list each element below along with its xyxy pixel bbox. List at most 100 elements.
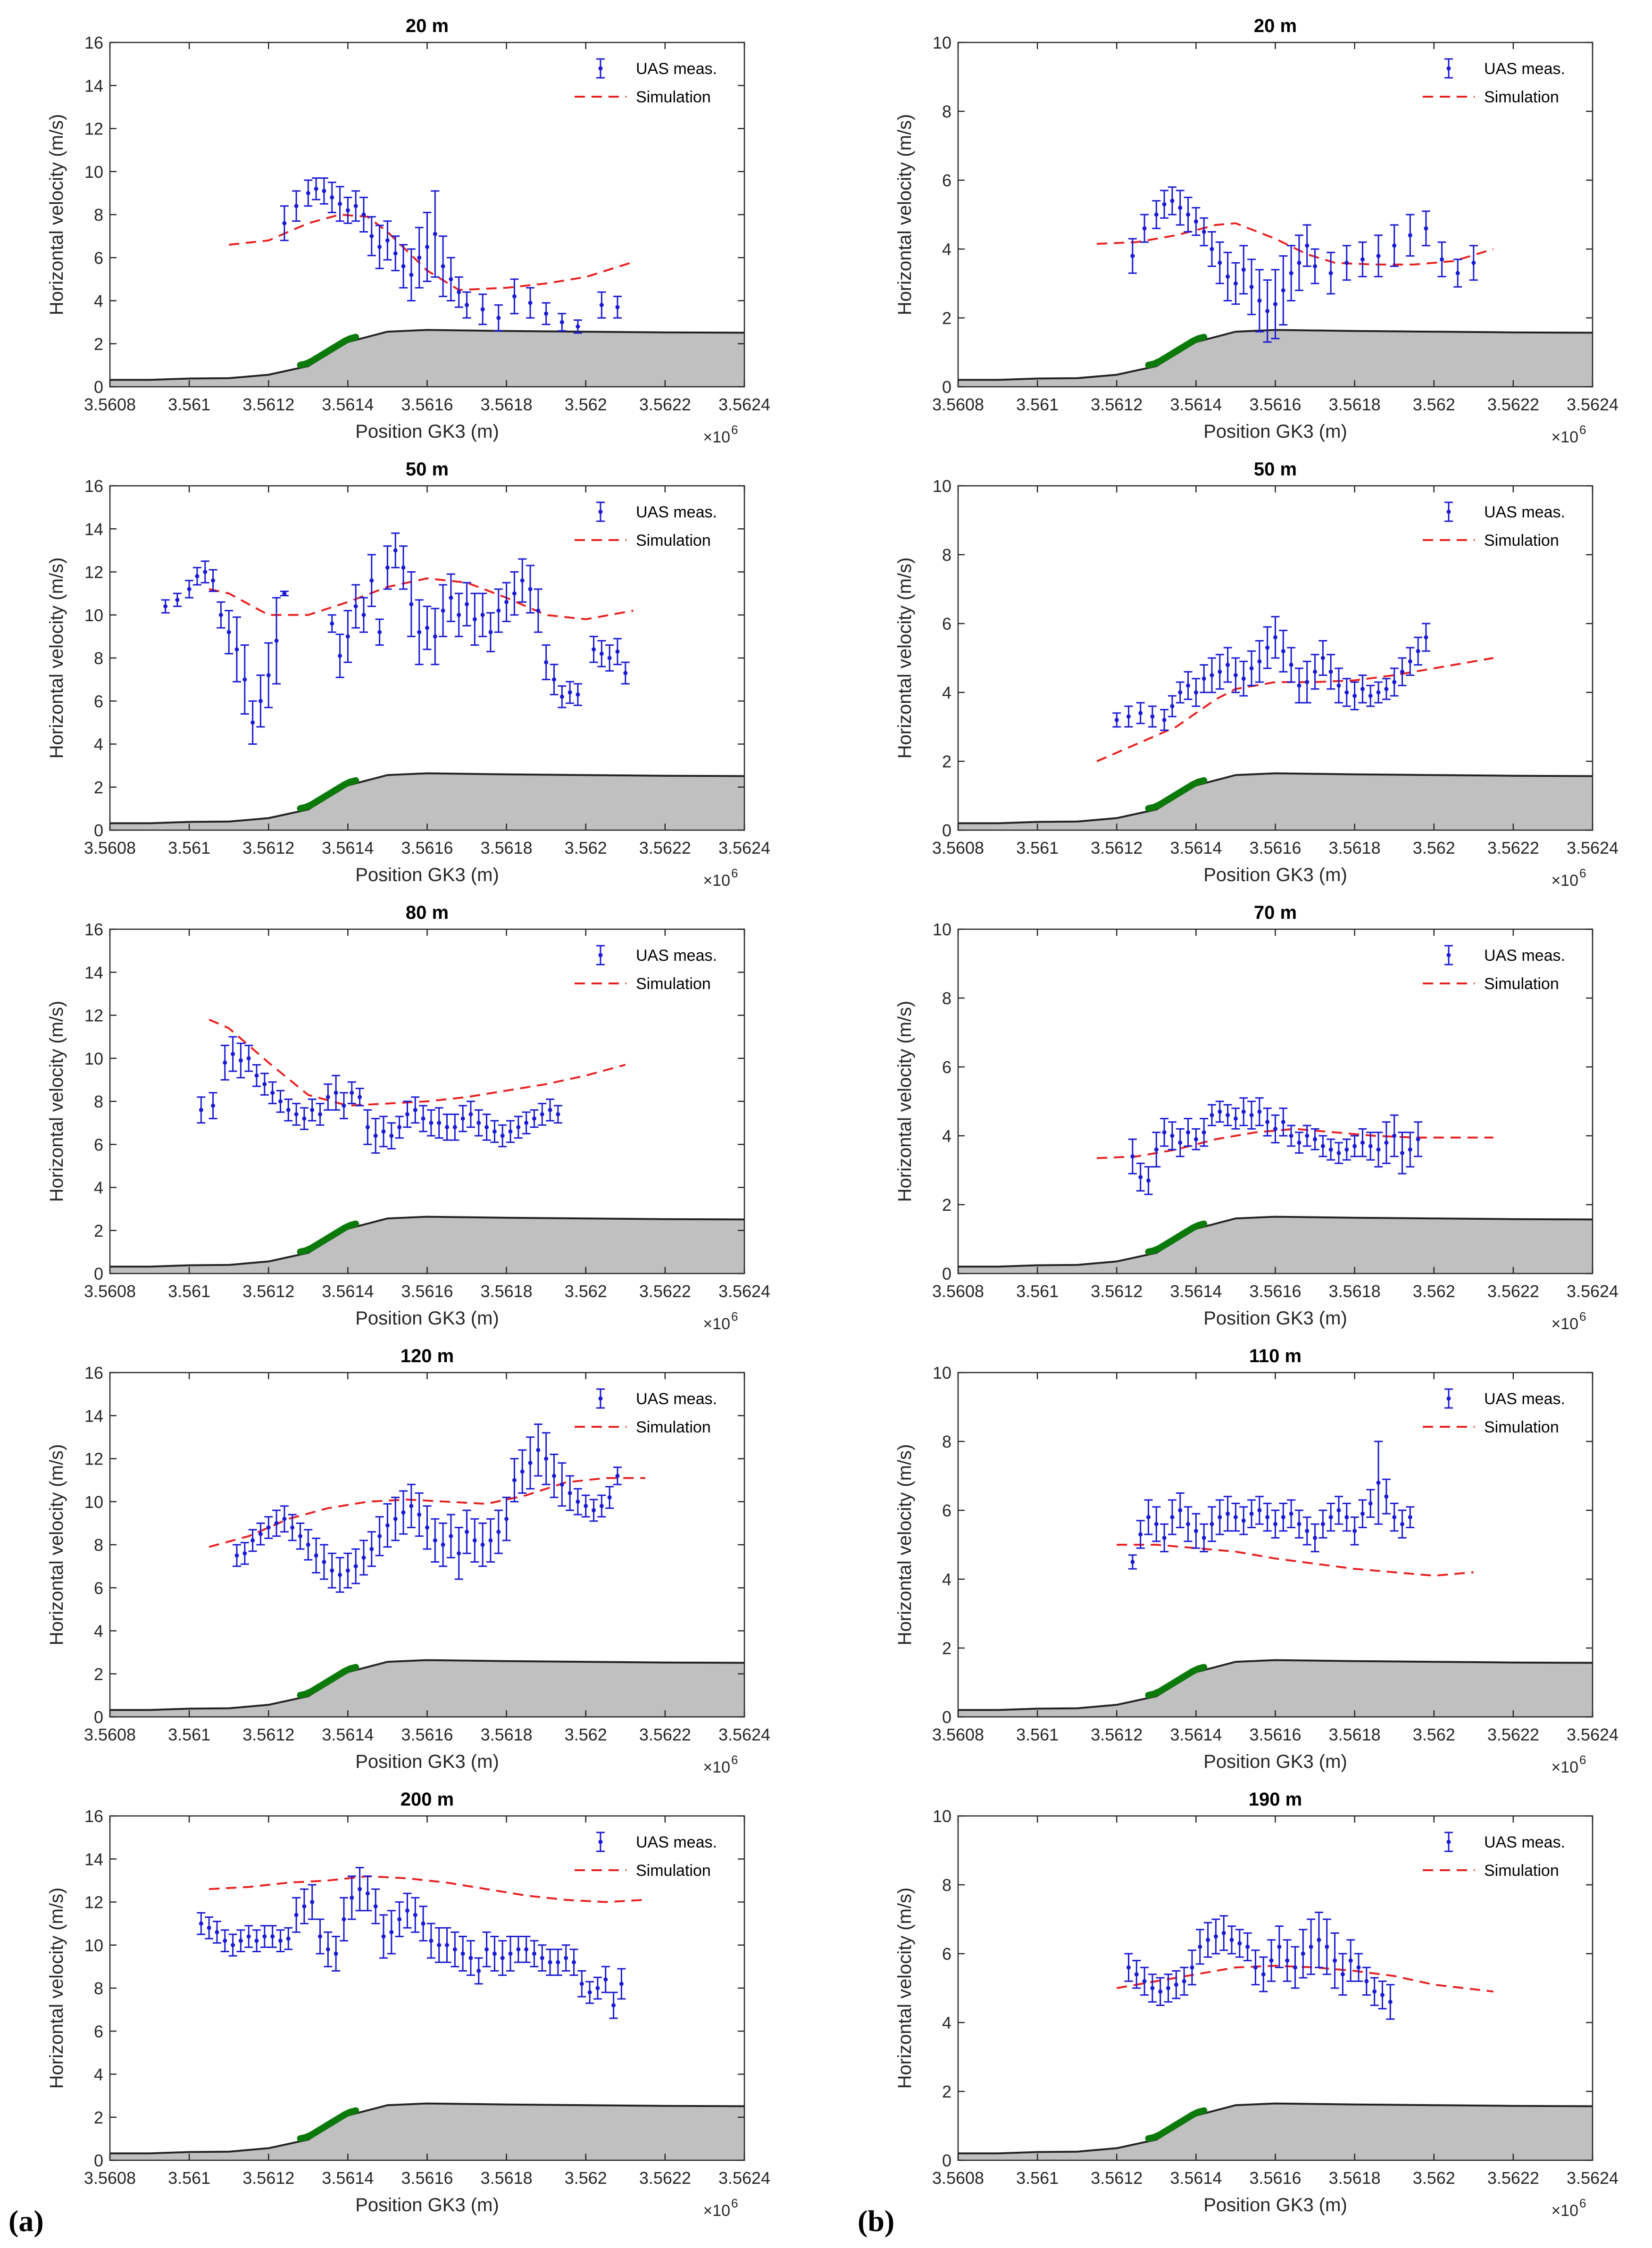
- measurement-point: [1370, 1977, 1379, 2006]
- measurement-marker: [314, 1553, 318, 1558]
- x-tick-label: 3.562: [1413, 1725, 1455, 1744]
- measurement-marker: [611, 2003, 616, 2007]
- measurement-marker: [1352, 1529, 1357, 1533]
- x-tick-label: 3.5616: [401, 838, 453, 858]
- measurement-marker: [1186, 1522, 1191, 1526]
- measurement-point: [494, 1509, 503, 1554]
- measurement-point: [284, 1098, 293, 1122]
- measurement-marker: [1313, 669, 1318, 674]
- y-tick-label: 4: [942, 240, 951, 259]
- measurement-marker: [298, 1534, 302, 1539]
- measurement-marker: [187, 587, 192, 591]
- measurement-point: [486, 612, 495, 652]
- measurement-point: [589, 1499, 598, 1522]
- legend-measurement-marker: [1446, 509, 1451, 514]
- measurement-point: [220, 1929, 229, 1952]
- y-tick-label: 8: [942, 989, 951, 1008]
- x-tick-label: 3.5614: [1170, 395, 1222, 414]
- measurement-marker: [1233, 1515, 1238, 1520]
- measurement-point: [1144, 1166, 1153, 1195]
- measurement-point: [1279, 255, 1288, 326]
- measurement-marker: [623, 671, 628, 675]
- x-exponent-base: ×10: [703, 1758, 730, 1776]
- measurement-point: [1294, 667, 1303, 704]
- measurement-point: [1263, 1502, 1272, 1532]
- measurement-point: [423, 1505, 432, 1550]
- measurement-marker: [579, 1982, 584, 1986]
- measurement-point: [1184, 197, 1193, 233]
- y-tick-label: 6: [94, 691, 103, 711]
- y-tick-label: 2: [942, 1195, 951, 1215]
- y-axis-label: Horizontal velocity (m/s): [894, 558, 915, 759]
- measurement-marker: [397, 1917, 402, 1922]
- measurement-marker: [488, 630, 493, 634]
- x-axis-label: Position GK3 (m): [355, 1308, 499, 1329]
- y-tick-label: 10: [84, 1936, 103, 1955]
- measurement-point: [1168, 186, 1176, 216]
- measurement-point: [1310, 248, 1319, 284]
- y-tick-label: 2: [94, 778, 103, 797]
- x-tick-label: 3.562: [565, 395, 607, 414]
- x-tick-label: 3.5624: [718, 395, 770, 414]
- measurement-point: [617, 1968, 626, 2000]
- measurement-point: [482, 1113, 491, 1141]
- measurement-point: [613, 295, 622, 319]
- x-exponent-base: ×10: [1551, 1315, 1578, 1333]
- measurement-marker: [1233, 1116, 1238, 1121]
- measurement-marker: [1150, 714, 1155, 719]
- measurement-marker: [1265, 645, 1270, 650]
- measurement-marker: [1297, 1522, 1302, 1526]
- measurement-point: [260, 1073, 269, 1096]
- measurement-marker: [1226, 1511, 1230, 1516]
- x-tick-label: 3.5608: [932, 2168, 984, 2188]
- measurement-marker: [409, 1504, 414, 1508]
- measurement-marker: [1328, 1515, 1333, 1520]
- x-tick-label: 3.561: [1016, 838, 1059, 858]
- y-tick-label: 4: [94, 1178, 103, 1198]
- measurement-point: [1398, 657, 1407, 686]
- measurement-point: [1302, 660, 1311, 704]
- measurement-point: [423, 211, 432, 282]
- measurement-marker: [1218, 1515, 1222, 1520]
- measurement-marker: [1340, 1972, 1345, 1977]
- measurement-point: [1271, 269, 1280, 340]
- measurement-marker: [409, 273, 414, 277]
- measurement-point: [558, 1462, 567, 1507]
- measurement-point: [526, 1436, 535, 1490]
- y-tick-label: 2: [94, 334, 103, 354]
- measurement-marker: [290, 1525, 295, 1530]
- measurement-point: [252, 1929, 261, 1952]
- measurement-marker: [1190, 1965, 1194, 1970]
- measurement-point: [434, 1927, 443, 1963]
- legend-measurement-label: UAS meas.: [636, 60, 717, 78]
- y-tick-label: 4: [94, 1622, 103, 1641]
- measurement-point: [343, 197, 352, 224]
- y-axis-label: Horizontal velocity (m/s): [894, 1888, 915, 2089]
- chart-a2: 50 m 0 2 4 6 8 10 12 14 16 3.5608 3.561 3.5612 3.5614…: [46, 459, 770, 890]
- x-exponent: 6: [731, 2196, 738, 2210]
- measurement-point: [474, 1957, 483, 1985]
- measurement-point: [339, 1897, 348, 1942]
- measurement-marker: [1400, 669, 1404, 674]
- measurement-point: [367, 216, 376, 257]
- x-tick-label: 3.5608: [84, 1725, 136, 1744]
- measurement-marker: [1388, 1999, 1393, 2004]
- measurement-marker: [302, 1116, 307, 1121]
- measurement-marker: [1305, 1133, 1310, 1138]
- measurement-point: [355, 1088, 364, 1107]
- measurement-marker: [310, 1900, 315, 1904]
- y-tick-label: 10: [84, 162, 103, 182]
- terrain-area: [958, 1216, 1593, 1274]
- measurement-marker: [1150, 1986, 1155, 1990]
- measurement-point: [272, 597, 281, 685]
- measurement-marker: [1336, 683, 1341, 688]
- measurement-marker: [365, 1125, 370, 1130]
- terrain-area: [110, 1216, 744, 1274]
- x-tick-label: 3.5614: [1170, 1725, 1222, 1744]
- x-tick-label: 3.5622: [1487, 2168, 1539, 2188]
- measurement-point: [1187, 1949, 1196, 1986]
- measurement-marker: [1289, 1511, 1293, 1516]
- y-tick-label: 10: [933, 920, 951, 939]
- measurement-marker: [342, 1917, 346, 1922]
- terrain-area: [958, 2103, 1593, 2160]
